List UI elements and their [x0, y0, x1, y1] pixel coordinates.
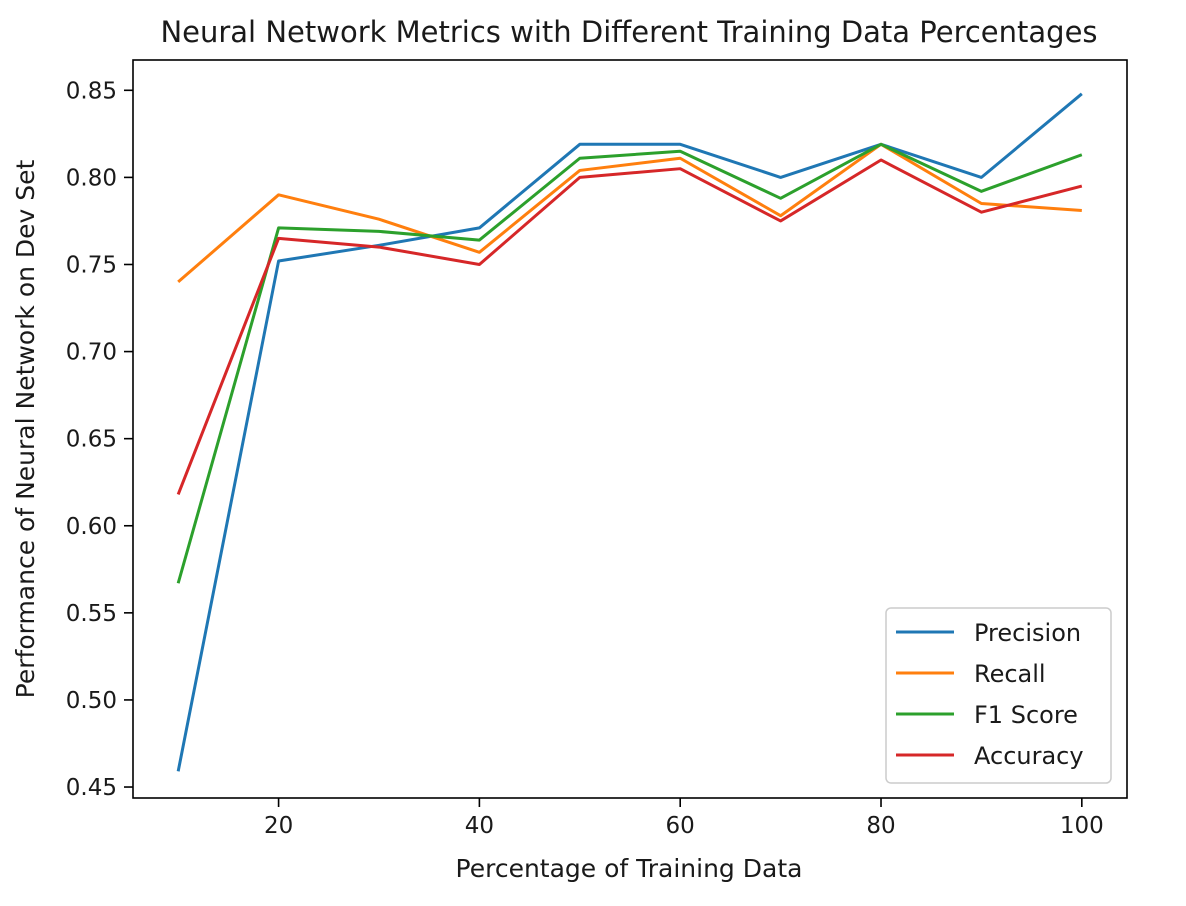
x-tick-label: 100	[1060, 813, 1104, 839]
y-tick-label: 0.75	[66, 252, 117, 278]
legend-label: Accuracy	[974, 742, 1084, 770]
series-line-recall	[177, 142, 1082, 284]
y-tick-label: 0.60	[66, 514, 117, 540]
legend-label: Precision	[974, 619, 1081, 647]
y-tick-label: 0.65	[66, 427, 117, 453]
legend: Precision Recall F1 Score Accuracy	[885, 607, 1112, 784]
legend-label: Recall	[974, 660, 1046, 688]
x-tick-label: 40	[465, 813, 494, 839]
legend-box	[885, 607, 1112, 784]
plot-frame	[132, 59, 1128, 799]
y-tick-label: 0.45	[66, 775, 117, 801]
plot-lines	[176, 92, 1083, 772]
chart-title: Neural Network Metrics with Different Tr…	[160, 15, 1097, 49]
series-line-f1-score	[176, 142, 1083, 584]
y-tick-label: 0.55	[66, 601, 117, 627]
x-tick-label: 80	[866, 813, 895, 839]
y-tick-label: 0.80	[66, 165, 117, 191]
y-tick-label: 0.85	[66, 78, 117, 104]
x-tick-label: 20	[264, 813, 293, 839]
axis-ticks: 20 40 60 80 100 0.45 0.50 0.55 0.60 0.65 0.70 0.75 0…	[66, 78, 1104, 839]
series-line-precision	[176, 92, 1083, 772]
y-axis-label: Performance of Neural Network on Dev Set	[11, 159, 40, 698]
x-axis-label: Percentage of Training Data	[456, 854, 803, 883]
x-tick-label: 60	[666, 813, 695, 839]
y-tick-label: 0.50	[66, 688, 117, 714]
legend-label: F1 Score	[974, 701, 1078, 729]
series-line-accuracy	[176, 158, 1083, 495]
y-tick-label: 0.70	[66, 340, 117, 366]
